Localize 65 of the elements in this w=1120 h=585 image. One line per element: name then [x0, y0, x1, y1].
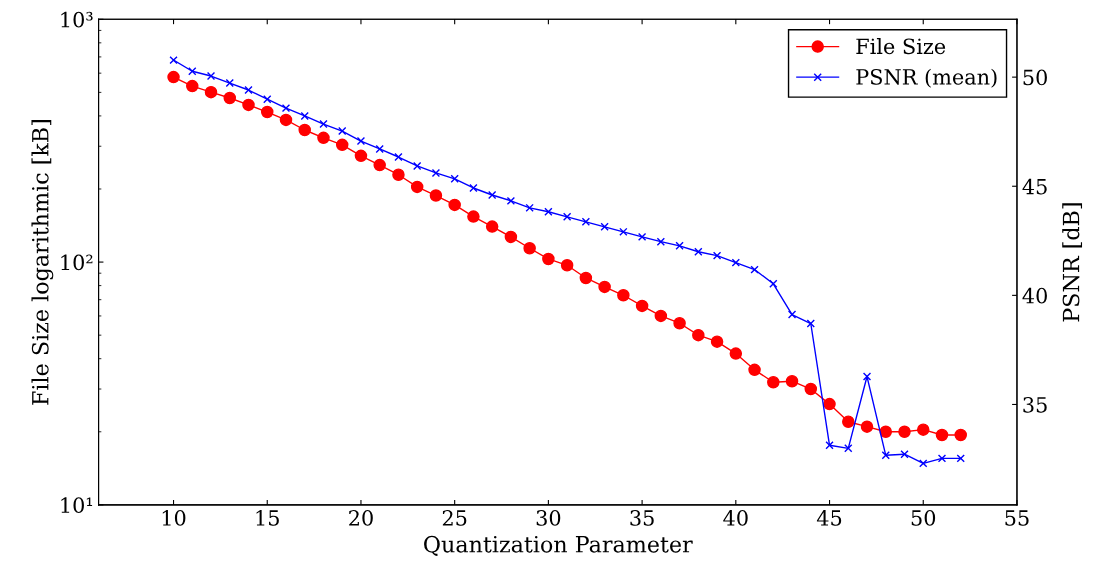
point — [673, 316, 686, 330]
point — [635, 299, 649, 313]
x-tick-label: 45 — [816, 510, 842, 526]
x-tick-label: 40 — [723, 510, 748, 526]
point — [842, 415, 855, 428]
point — [260, 105, 274, 119]
point — [692, 328, 705, 342]
y2-tick-label: 50 — [1023, 69, 1047, 86]
point — [748, 363, 761, 377]
point — [504, 230, 518, 244]
point — [598, 280, 611, 294]
point — [467, 210, 480, 223]
x-tick-label: 35 — [630, 510, 654, 526]
point — [317, 131, 330, 145]
point — [916, 423, 930, 436]
point — [785, 374, 799, 388]
point — [935, 428, 949, 442]
point — [617, 289, 630, 302]
y2-tick-label: 45 — [1022, 178, 1047, 195]
x-tick-label: 20 — [349, 510, 373, 526]
point — [410, 180, 424, 194]
y-axis-title: File Size logarithmic [kB] — [31, 120, 54, 405]
point — [298, 123, 311, 137]
point — [767, 375, 780, 389]
x-axis-title: Quantization Parameter — [424, 535, 693, 556]
point — [392, 168, 405, 181]
legend-label: File Size — [856, 38, 946, 55]
point — [710, 335, 724, 348]
point — [242, 98, 255, 112]
point — [542, 252, 555, 266]
point — [560, 259, 574, 272]
point — [879, 425, 893, 439]
point — [354, 149, 368, 163]
point — [579, 271, 593, 285]
point — [223, 91, 237, 105]
point — [279, 113, 293, 127]
point — [898, 425, 911, 439]
y2-tick-label: 35 — [1023, 396, 1047, 413]
y-tick-label: 10³ — [61, 11, 93, 28]
x-tick-label: 25 — [442, 510, 467, 526]
point — [448, 198, 461, 212]
point — [654, 309, 668, 323]
x-tick-label: 50 — [911, 510, 936, 526]
point — [860, 420, 874, 433]
y-tick-label: 10² — [61, 254, 93, 271]
x-tick-label: 55 — [1005, 510, 1029, 526]
point — [485, 220, 499, 233]
point — [186, 79, 199, 93]
x-tick-label: 30 — [536, 510, 561, 526]
y-tick-label: 10¹ — [61, 497, 93, 514]
y2-axis-title: PSNR [dB] — [1062, 203, 1083, 322]
legend-label: PSNR (mean) — [856, 68, 997, 88]
y2-tick-label: 40 — [1022, 287, 1047, 304]
point — [523, 242, 536, 255]
point — [823, 397, 836, 411]
point — [429, 189, 443, 202]
point — [804, 382, 818, 396]
point — [335, 138, 349, 152]
point — [373, 158, 386, 172]
point — [204, 85, 218, 99]
point — [167, 70, 180, 84]
x-tick-label: 10 — [162, 510, 186, 526]
point — [954, 428, 967, 442]
x-tick-label: 15 — [256, 510, 279, 526]
point — [729, 347, 743, 360]
